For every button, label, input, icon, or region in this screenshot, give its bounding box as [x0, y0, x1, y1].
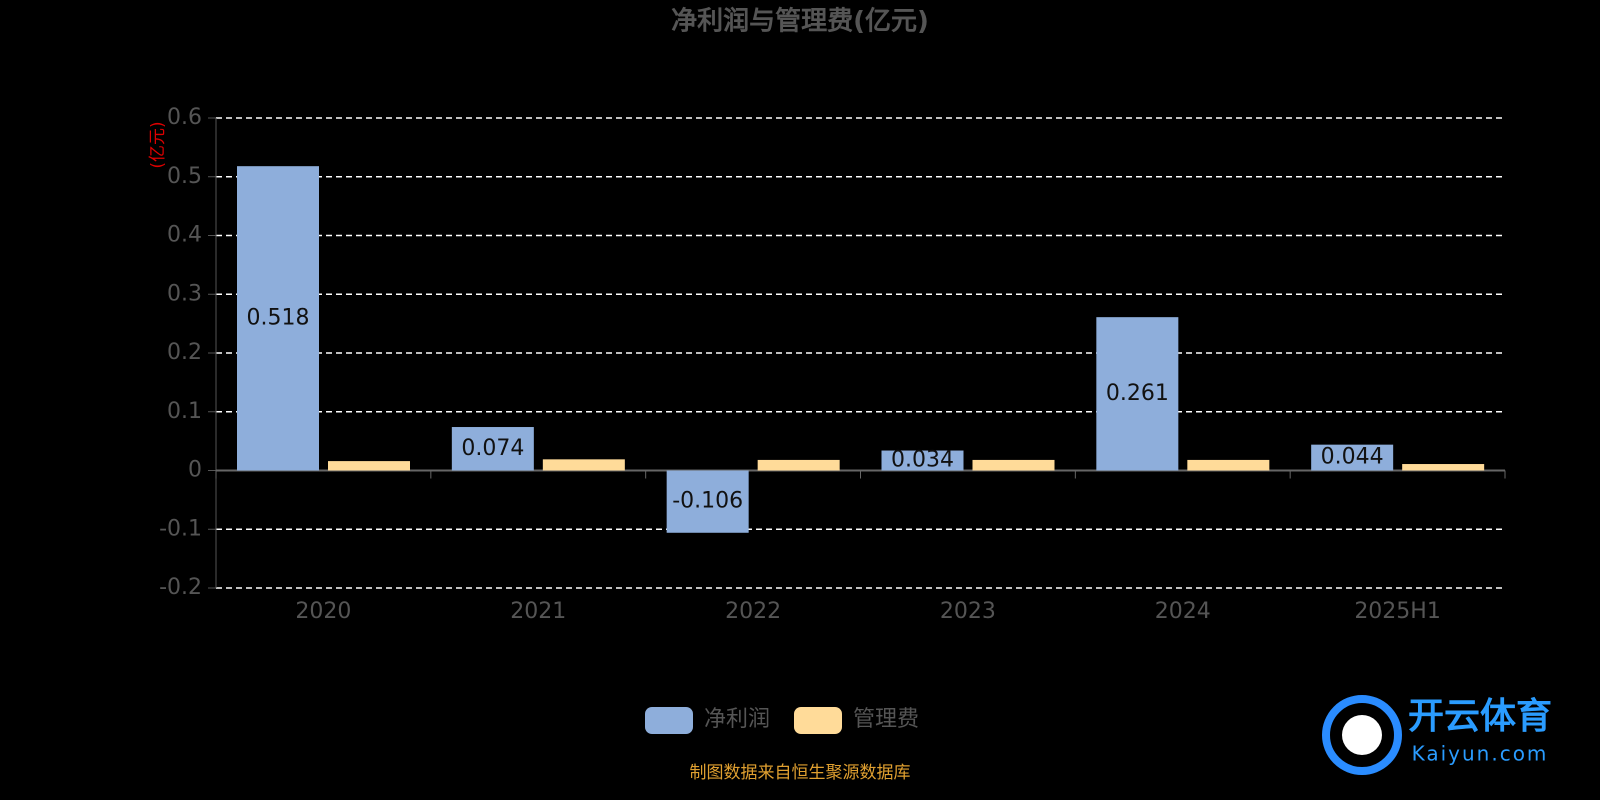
y-tick-label: -0.1	[159, 516, 202, 541]
bar	[881, 450, 964, 471]
bar	[1402, 464, 1485, 471]
watermark: 开云体育 Kaiyun.com	[1322, 695, 1552, 775]
bar	[1187, 459, 1270, 471]
legend-label: 净利润	[704, 707, 770, 732]
bar	[666, 470, 749, 533]
y-tick-label: -0.2	[159, 575, 202, 600]
bar	[542, 459, 625, 471]
legend-swatch	[794, 707, 842, 734]
bar	[1311, 444, 1394, 471]
legend-swatch	[645, 707, 693, 734]
bar	[328, 461, 410, 471]
y-tick-label: 0.2	[167, 340, 202, 365]
chart-title: 净利润与管理费(亿元)	[671, 6, 929, 37]
logo-ring	[1322, 695, 1402, 775]
bar	[972, 459, 1055, 471]
data-label: 0.074	[461, 436, 524, 461]
x-tick-label: 2023	[940, 599, 996, 624]
y-tick-label: 0.3	[167, 281, 202, 306]
data-label: 0.044	[1321, 445, 1384, 470]
x-tick-label: 2022	[725, 599, 781, 624]
logo-name: 开云体育	[1408, 696, 1552, 737]
y-tick-label: 0.5	[167, 164, 202, 189]
legend-label: 管理费	[853, 707, 919, 732]
data-label: -0.106	[672, 489, 743, 514]
y-tick-label: 0.6	[167, 105, 202, 130]
x-tick-label: 2024	[1155, 599, 1211, 624]
y-axis-label: (亿元)	[148, 121, 168, 168]
y-tick-label: 0	[188, 458, 202, 483]
x-tick-label: 2021	[510, 599, 566, 624]
y-tick-label: 0.1	[167, 399, 202, 424]
source-note: 制图数据来自恒生聚源数据库	[690, 763, 911, 783]
bar	[757, 459, 840, 471]
data-label: 0.518	[247, 305, 310, 330]
x-tick-label: 2020	[295, 599, 351, 624]
bar	[1096, 317, 1179, 471]
x-tick-label: 2025H1	[1354, 599, 1441, 624]
logo-url: Kaiyun.com	[1412, 742, 1549, 766]
logo-ball	[1342, 715, 1382, 755]
data-label: 0.261	[1106, 381, 1169, 406]
y-tick-label: 0.4	[167, 223, 202, 248]
data-label: 0.034	[891, 448, 954, 473]
bar	[451, 427, 534, 471]
bar	[237, 166, 319, 471]
